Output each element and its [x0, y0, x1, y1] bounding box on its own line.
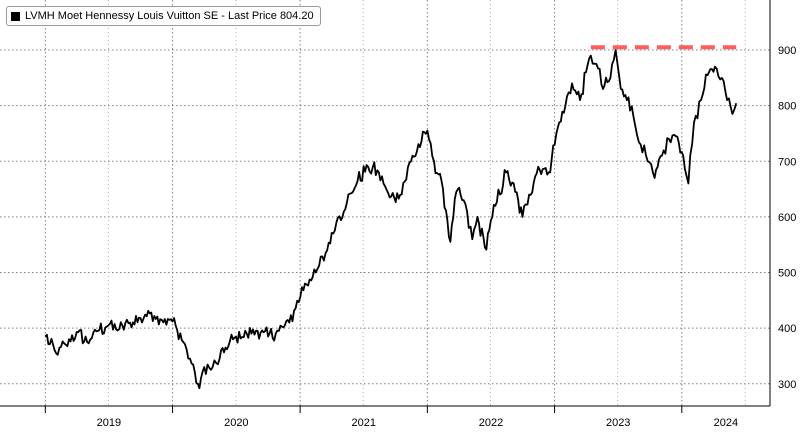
x-tick-label: 2020	[224, 417, 248, 429]
y-tick-label: 900	[778, 45, 796, 57]
axis-layer: 300 400 500 600 700 800 900 2019 2020 2021 2022 202…	[0, 0, 796, 429]
legend-label: LVMH Moet Hennessy Louis Vuitton SE - La…	[25, 10, 314, 22]
y-tick-label: 500	[778, 268, 796, 280]
legend-swatch	[11, 11, 20, 21]
y-tick-label: 700	[778, 156, 796, 168]
y-tick-label: 800	[778, 101, 796, 113]
x-tick-label: 2024	[714, 417, 738, 429]
price-series-line	[44, 49, 738, 390]
legend: LVMH Moet Hennessy Louis Vuitton SE - La…	[6, 6, 321, 26]
x-tick-label: 2022	[479, 417, 503, 429]
x-tick-label: 2023	[606, 417, 630, 429]
series-layer	[44, 49, 738, 390]
y-tick-label: 600	[778, 212, 796, 224]
grid-layer	[0, 0, 770, 406]
x-tick-label: 2019	[97, 417, 121, 429]
y-tick-label: 300	[778, 379, 796, 391]
x-tick-label: 2021	[351, 417, 375, 429]
y-tick-label: 400	[778, 323, 796, 335]
